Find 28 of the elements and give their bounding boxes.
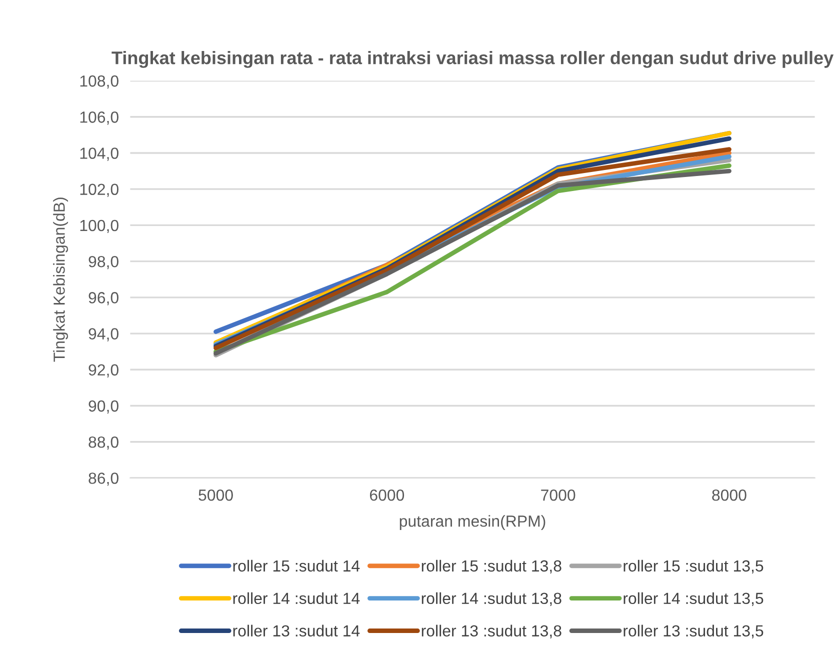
y-tick-label: 88,0 <box>88 436 118 450</box>
x-tick-label: 7000 <box>541 489 576 501</box>
y-tick-label: 96,0 <box>88 292 118 306</box>
y-tick-label: 100,0 <box>80 220 118 234</box>
y-tick-label: 98,0 <box>88 256 118 270</box>
x-tick-label: 6000 <box>370 489 404 501</box>
legend-label: roller 13 :sudut 14 <box>233 624 360 637</box>
x-tick-label: 8000 <box>712 489 746 501</box>
legend-label: roller 13 :sudut 13,5 <box>624 624 764 638</box>
legend-label: roller 15 :sudut 14 <box>233 560 360 572</box>
y-tick-label: 92,0 <box>88 364 118 378</box>
chart-title: Tingkat kebisingan rata - rata intraksi variasi massa roller dengan sudut drive pulley <box>112 51 834 68</box>
y-tick-label: 90,0 <box>88 400 118 414</box>
y-tick-label: 104,0 <box>80 148 118 161</box>
y-tick-label: 94,0 <box>88 328 118 342</box>
legend-label: roller 15 :sudut 13,8 <box>422 560 562 574</box>
y-tick-label: 86,0 <box>88 472 118 486</box>
legend-label: roller 15 :sudut 13,5 <box>624 560 764 574</box>
y-axis-title: Tingkat Kebisingan(dB) <box>53 198 68 362</box>
legend-label: roller 13 :sudut 13,8 <box>422 624 562 638</box>
legend-label: roller 14 :sudut 13,5 <box>624 592 764 606</box>
legend-label: roller 14 :sudut 13,8 <box>422 592 562 606</box>
y-tick-label: 102,0 <box>80 184 118 197</box>
x-axis-title: putaran mesin(RPM) <box>400 515 546 530</box>
y-tick-label: 108,0 <box>80 75 118 89</box>
x-tick-label: 5000 <box>198 489 233 501</box>
legend-label: roller 14 :sudut 14 <box>233 592 360 604</box>
y-tick-label: 106,0 <box>80 112 118 125</box>
